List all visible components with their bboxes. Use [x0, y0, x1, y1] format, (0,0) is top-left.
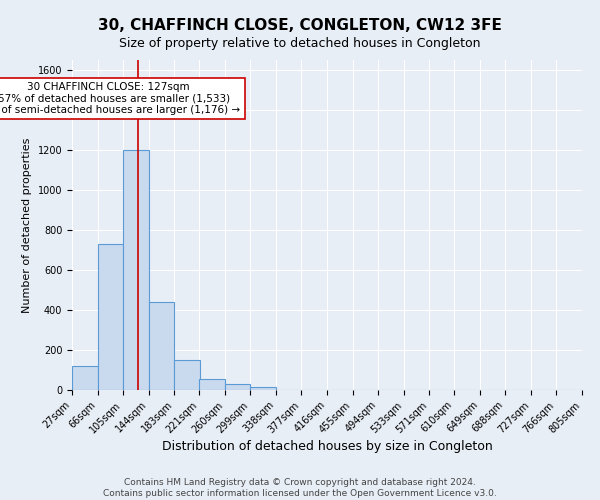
- Text: 30 CHAFFINCH CLOSE: 127sqm
← 57% of detached houses are smaller (1,533)
43% of s: 30 CHAFFINCH CLOSE: 127sqm ← 57% of deta…: [0, 82, 241, 115]
- Bar: [199, 379, 225, 390]
- Bar: [225, 384, 250, 390]
- X-axis label: Distribution of detached houses by size in Congleton: Distribution of detached houses by size …: [161, 440, 493, 454]
- Bar: [250, 387, 276, 390]
- Bar: [123, 150, 149, 390]
- Bar: [174, 360, 200, 390]
- Bar: [72, 366, 98, 390]
- Text: 30, CHAFFINCH CLOSE, CONGLETON, CW12 3FE: 30, CHAFFINCH CLOSE, CONGLETON, CW12 3FE: [98, 18, 502, 32]
- Bar: [98, 244, 123, 390]
- Text: Size of property relative to detached houses in Congleton: Size of property relative to detached ho…: [119, 38, 481, 51]
- Text: Contains HM Land Registry data © Crown copyright and database right 2024.
Contai: Contains HM Land Registry data © Crown c…: [103, 478, 497, 498]
- Bar: [149, 302, 174, 390]
- Y-axis label: Number of detached properties: Number of detached properties: [22, 138, 32, 312]
